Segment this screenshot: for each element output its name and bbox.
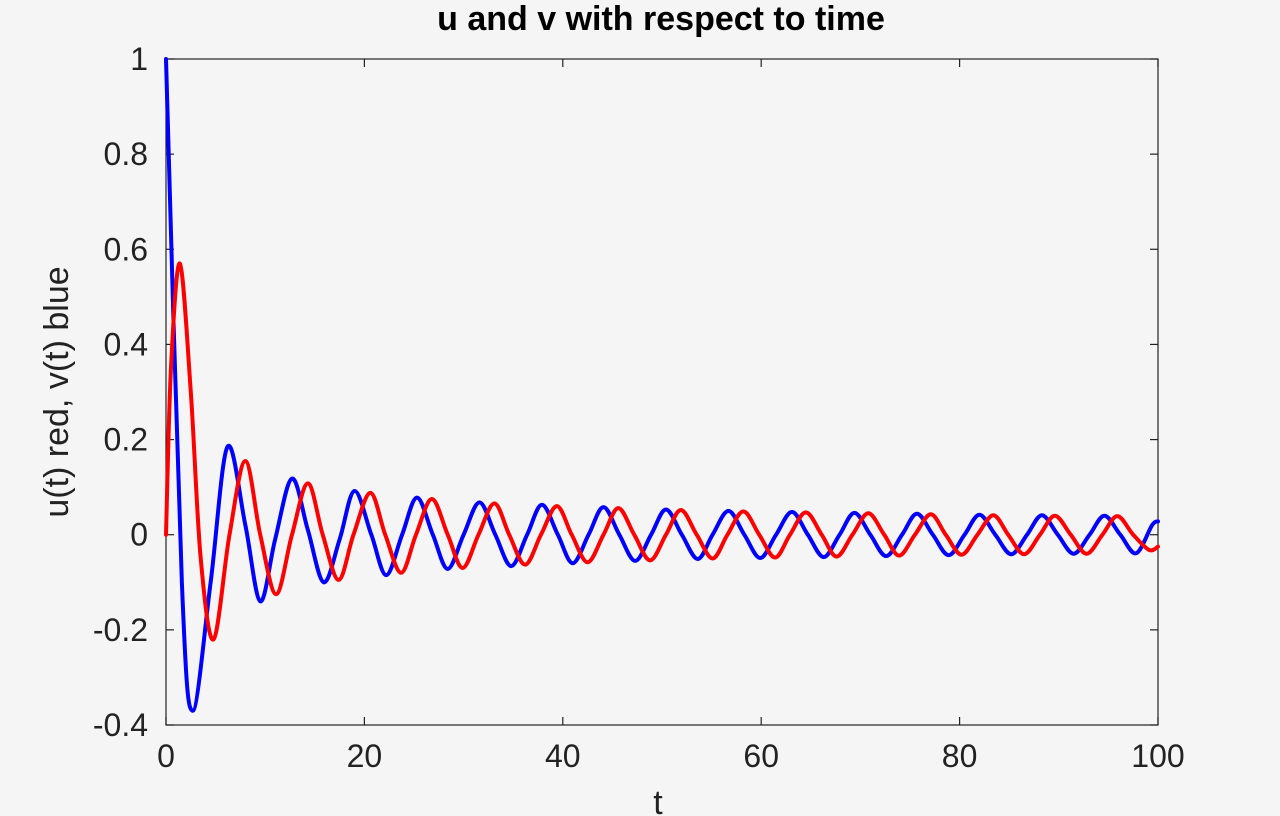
x-tick-label: 0 bbox=[157, 738, 175, 774]
plot-frame bbox=[165, 58, 1159, 726]
x-axis-label: t bbox=[653, 784, 663, 816]
y-tick-label: -0.4 bbox=[93, 707, 148, 743]
chart-title: u and v with respect to time bbox=[437, 0, 885, 38]
y-tick-label: 0.6 bbox=[104, 231, 148, 267]
y-tick-label: 0.8 bbox=[104, 136, 148, 172]
y-tick-label: -0.2 bbox=[93, 612, 148, 648]
tick-labels: 0 20 40 60 80 100 -0.4 -0.2 0 0.2 0.4 0.6 0.8 1 bbox=[93, 41, 1185, 774]
series-lines bbox=[164, 57, 1160, 713]
y-axis-label: u(t) red, v(t) blue bbox=[38, 266, 76, 517]
series-line-u bbox=[164, 261, 1160, 642]
y-tick-label: 1 bbox=[130, 41, 148, 77]
x-tick-label: 20 bbox=[347, 738, 383, 774]
series-line-v bbox=[164, 57, 1160, 713]
x-tick-label: 80 bbox=[942, 738, 978, 774]
y-tick-label: 0.2 bbox=[104, 422, 148, 458]
tick-marks bbox=[165, 58, 1159, 726]
y-tick-label: 0 bbox=[130, 517, 148, 553]
y-tick-label: 0.4 bbox=[104, 326, 148, 362]
x-tick-label: 40 bbox=[545, 738, 581, 774]
x-tick-label: 100 bbox=[1131, 738, 1184, 774]
x-tick-label: 60 bbox=[743, 738, 779, 774]
